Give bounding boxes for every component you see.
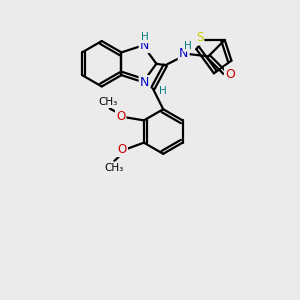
Text: N: N bbox=[140, 76, 149, 89]
Text: S: S bbox=[196, 32, 203, 44]
Text: H: H bbox=[184, 40, 191, 51]
Text: O: O bbox=[116, 110, 125, 123]
Text: N: N bbox=[140, 39, 149, 52]
Text: O: O bbox=[225, 68, 235, 81]
Text: H: H bbox=[159, 86, 167, 96]
Text: N: N bbox=[179, 47, 188, 60]
Text: O: O bbox=[118, 143, 127, 156]
Text: H: H bbox=[141, 32, 148, 42]
Text: CH₃: CH₃ bbox=[104, 163, 123, 172]
Text: CH₃: CH₃ bbox=[99, 97, 118, 107]
